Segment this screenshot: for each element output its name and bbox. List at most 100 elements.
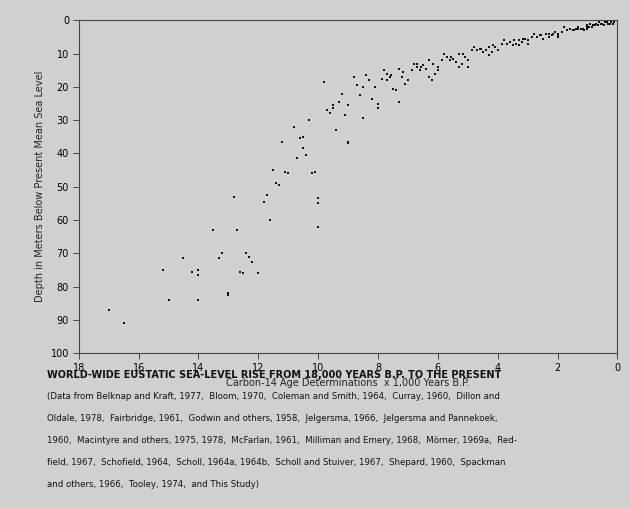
Point <box>349 73 359 81</box>
Point <box>582 24 592 33</box>
Point <box>593 21 603 29</box>
Point <box>325 109 335 117</box>
Point <box>546 31 557 39</box>
Point <box>328 101 338 109</box>
Point <box>450 58 461 66</box>
Point <box>438 50 449 58</box>
Point <box>523 36 533 44</box>
Point <box>408 66 418 74</box>
Point <box>358 114 368 122</box>
Point <box>488 41 498 49</box>
Point <box>412 59 422 68</box>
Point <box>553 33 563 41</box>
Point <box>298 133 308 141</box>
Point <box>462 56 472 65</box>
Point <box>223 289 233 297</box>
Point <box>594 18 604 26</box>
Point <box>484 43 494 51</box>
Point <box>454 50 464 58</box>
Point <box>606 18 616 26</box>
Point <box>561 26 571 35</box>
Point <box>355 91 365 99</box>
Point <box>379 66 389 74</box>
Point <box>590 21 600 29</box>
Point <box>193 271 203 279</box>
Point <box>382 70 392 78</box>
Point <box>358 83 368 91</box>
Point <box>544 29 554 38</box>
Point <box>568 26 578 35</box>
Point <box>304 116 314 124</box>
Point <box>602 18 612 26</box>
Point <box>214 254 224 262</box>
Point <box>478 48 488 56</box>
Point <box>424 56 434 65</box>
Point <box>592 20 602 28</box>
Point <box>501 40 512 48</box>
Point <box>472 46 482 54</box>
Point <box>223 291 233 299</box>
Point <box>508 41 518 49</box>
Point <box>499 36 509 44</box>
Point <box>527 33 537 41</box>
Point <box>513 41 524 49</box>
Point <box>188 268 198 276</box>
Point <box>529 29 539 38</box>
Point <box>217 249 227 258</box>
Point <box>193 296 203 304</box>
Point <box>510 40 520 48</box>
Point <box>178 254 188 262</box>
Point <box>569 26 579 35</box>
Point <box>604 20 614 28</box>
Point <box>394 98 404 106</box>
Point <box>553 29 563 38</box>
Point <box>446 53 456 61</box>
Point <box>307 169 318 177</box>
Point <box>558 23 568 31</box>
Point <box>289 123 299 131</box>
Point <box>576 24 587 33</box>
Point <box>481 46 491 54</box>
Point <box>476 45 486 53</box>
Point <box>599 21 609 29</box>
Point <box>571 24 581 33</box>
Point <box>553 31 563 39</box>
Point <box>484 51 494 59</box>
Point <box>259 198 269 206</box>
Point <box>582 21 592 29</box>
Point <box>537 35 547 43</box>
Point <box>373 105 383 113</box>
Point <box>386 71 396 79</box>
Point <box>430 70 440 78</box>
Point <box>445 56 455 65</box>
Point <box>505 38 515 46</box>
Point <box>597 20 607 28</box>
Point <box>382 76 392 84</box>
Point <box>328 105 338 113</box>
Point <box>388 84 398 92</box>
Point <box>573 24 583 33</box>
Point <box>549 28 559 36</box>
Point <box>385 73 395 81</box>
Point <box>513 36 524 44</box>
Point <box>367 94 377 103</box>
Point <box>253 269 263 277</box>
Point <box>536 31 546 39</box>
Point <box>561 26 571 35</box>
Point <box>544 33 554 41</box>
Text: and others, 1966,  Tooley, 1974,  and This Study): and others, 1966, Tooley, 1974, and This… <box>47 480 260 489</box>
Point <box>609 18 619 26</box>
Point <box>532 33 542 41</box>
Point <box>596 20 606 28</box>
Point <box>295 135 305 143</box>
Point <box>271 179 281 187</box>
Point <box>418 61 428 69</box>
Point <box>587 23 597 31</box>
Point <box>460 53 470 61</box>
Point <box>391 86 401 94</box>
Point <box>334 98 344 106</box>
Point <box>428 59 438 68</box>
Point <box>605 20 615 28</box>
Point <box>274 181 284 189</box>
Point <box>322 106 332 114</box>
